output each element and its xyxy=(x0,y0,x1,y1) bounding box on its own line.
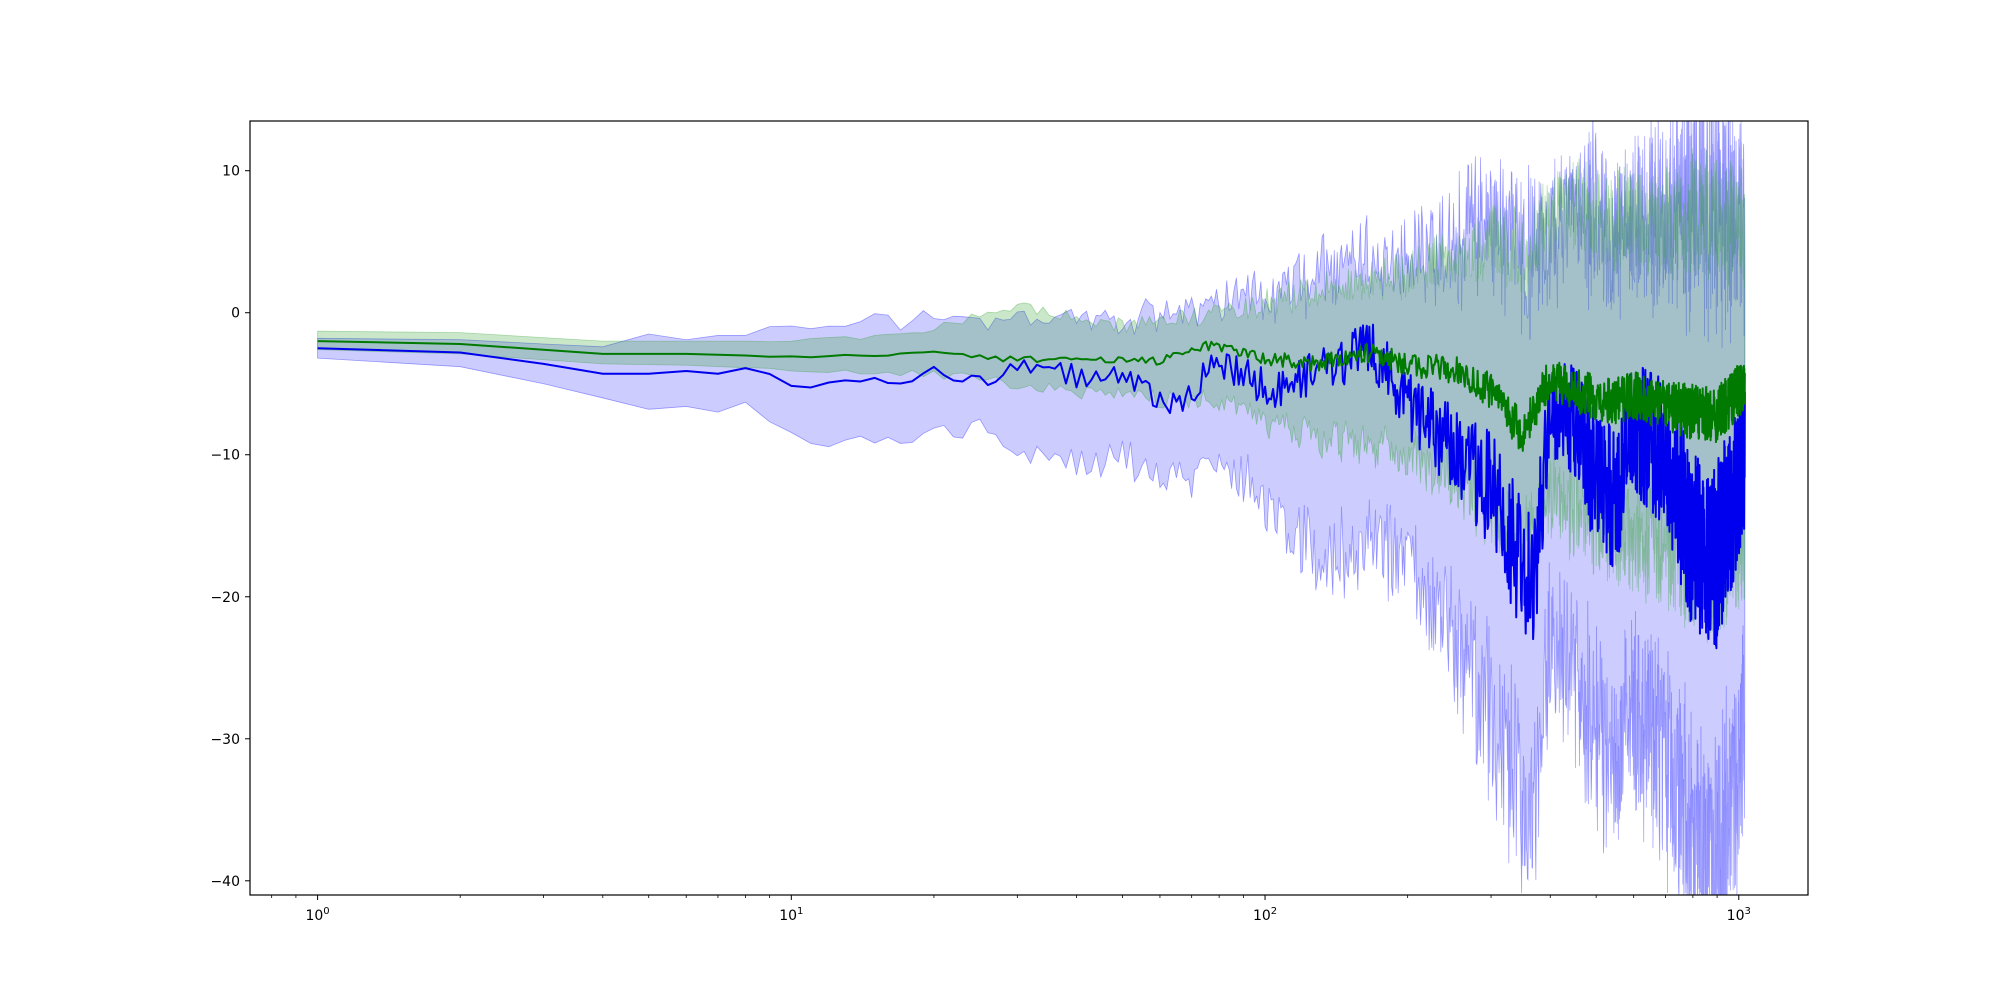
plot-frame xyxy=(249,120,1809,896)
x-tick-label: 102 xyxy=(1253,906,1277,924)
x-axis: 100 101 102 103 xyxy=(271,895,1751,924)
x-tick-label: 101 xyxy=(779,906,803,924)
series-1-line xyxy=(317,323,1746,650)
x-tick-label: 100 xyxy=(305,906,329,924)
x-tick-label: 103 xyxy=(1727,906,1751,924)
y-tick-label: −20 xyxy=(210,590,240,606)
y-axis: 10 0 −10 −20 −30 −40 xyxy=(210,164,250,890)
y-tick-label: −40 xyxy=(210,874,240,890)
mean-lines xyxy=(317,323,1746,650)
y-tick-label: −10 xyxy=(210,448,240,464)
series-2-line xyxy=(317,340,1746,452)
y-tick-label: 0 xyxy=(231,306,240,322)
y-tick-label: 10 xyxy=(222,164,240,180)
series-1-band xyxy=(317,121,1746,895)
y-tick-label: −30 xyxy=(210,732,240,748)
